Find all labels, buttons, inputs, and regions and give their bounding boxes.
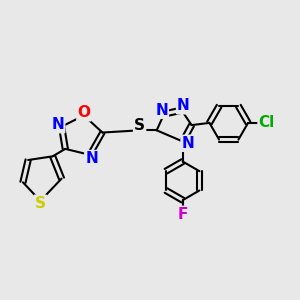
- Text: S: S: [134, 118, 145, 133]
- Text: N: N: [155, 103, 168, 118]
- Text: N: N: [182, 136, 194, 151]
- Text: F: F: [178, 207, 188, 222]
- Text: N: N: [85, 151, 98, 166]
- Text: S: S: [35, 196, 46, 211]
- Text: Cl: Cl: [259, 116, 275, 130]
- Text: N: N: [177, 98, 190, 113]
- Text: N: N: [52, 117, 64, 132]
- Text: O: O: [77, 105, 90, 120]
